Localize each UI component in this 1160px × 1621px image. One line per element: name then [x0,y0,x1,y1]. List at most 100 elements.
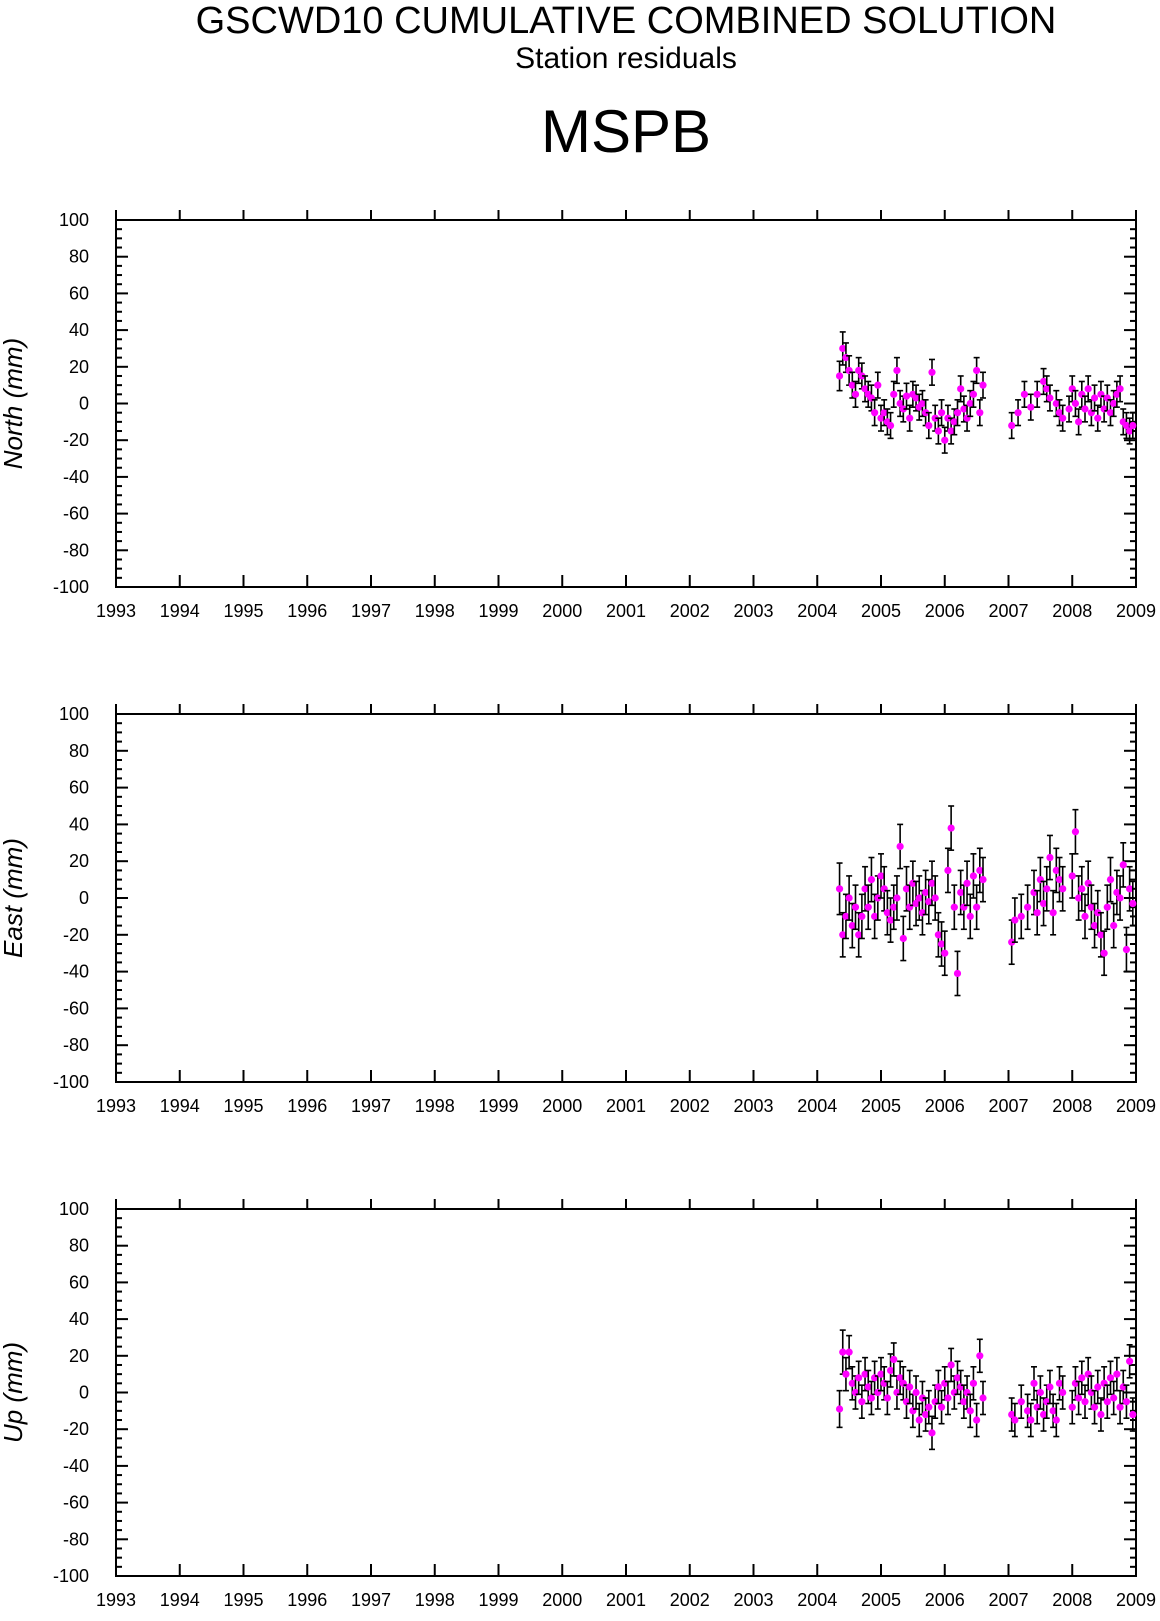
data-point [960,405,968,413]
data-point [867,1394,876,1402]
data-point [1052,866,1060,875]
data-point [931,894,939,902]
y-tick-label: 20 [69,1346,89,1366]
data-point [848,922,856,930]
data-point [1046,853,1054,862]
data-point [957,385,965,393]
data-point [1097,931,1105,939]
y-tick-label: -20 [63,430,89,450]
y-tick-label: -40 [63,962,89,982]
data-point [839,1348,847,1356]
data-point [855,1374,863,1382]
data-point [1068,872,1076,880]
data-point [1052,399,1060,408]
data-point [877,872,885,880]
data-point [1055,409,1064,417]
y-axis-label: East (mm) [0,838,28,958]
data-point [1113,888,1121,897]
data-point [890,903,898,911]
data-point [1087,903,1095,911]
y-tick-label: 40 [69,320,89,340]
data-point [944,1394,952,1402]
x-tick-label: 2006 [925,1590,965,1610]
data-point [861,885,869,893]
y-tick-label: -100 [53,577,89,597]
data-point [1043,885,1051,893]
data-point [1129,1410,1137,1419]
y-tick-label: 20 [69,357,89,377]
data-point [918,399,927,408]
data-point [937,940,946,948]
data-point [950,418,958,426]
y-axis-label: Up (mm) [0,1342,28,1443]
x-tick-label: 2002 [670,1096,710,1116]
x-tick-label: 1993 [96,601,136,621]
y-tick-label: 60 [69,283,89,303]
x-tick-label: 1997 [351,1590,391,1610]
y-tick-label: -100 [53,1566,89,1586]
x-tick-label: 2000 [542,601,582,621]
data-point [1084,385,1092,393]
data-point [855,931,863,939]
data-point [1126,1357,1134,1365]
data-point [886,1366,895,1375]
data-point [925,898,933,906]
y-tick-label: -20 [63,1419,89,1439]
data-point [937,1403,946,1411]
x-tick-label: 2002 [670,1590,710,1610]
data-point [1059,885,1067,893]
data-point [1059,414,1067,422]
data-point [925,1403,933,1411]
data-point [1055,876,1064,884]
data-point [1126,427,1134,435]
data-point [1027,403,1035,411]
data-point [947,1361,955,1369]
data-point [902,392,911,400]
data-point [947,824,955,832]
data-point [1106,876,1115,884]
y-tick-label: 100 [59,704,89,724]
data-point [973,1416,981,1424]
data-point [874,381,882,389]
data-point [953,969,962,978]
data-point [953,409,962,417]
data-point [922,1410,930,1419]
x-tick-label: 2001 [606,1590,646,1610]
data-point [858,912,866,921]
panel-north: 100 80 60 40 20 0 -20 -40 -60 -80 -100 1993 1994 1995… [0,210,1156,621]
data-point [1078,885,1086,893]
data-point [886,421,895,430]
data-point [1008,938,1016,946]
data-point [839,931,847,939]
x-tick-label: 1999 [478,601,518,621]
data-point [1094,414,1102,422]
panel-east: 100 80 60 40 20 0 -20 -40 -60 -80 -100 1993 1994 1995… [0,704,1156,1116]
x-tick-label: 1996 [287,601,327,621]
data-point [1017,1398,1025,1406]
y-tick-label: -80 [63,1529,89,1549]
y-tick-label: -60 [63,504,89,524]
data-point [1065,405,1073,413]
data-point [1075,418,1083,426]
y-tick-label: 60 [69,1272,89,1292]
data-point [1011,1416,1019,1424]
y-tick-label: -80 [63,540,89,560]
panel-up: 100 80 60 40 20 0 -20 -40 -60 -80 -100 1993 1994 1995… [0,1199,1156,1610]
data-point [893,366,901,375]
data-point [1090,922,1099,930]
y-tick-label: -100 [53,1072,89,1092]
y-tick-label: -40 [63,467,89,487]
data-point [1014,409,1022,417]
x-tick-label: 2008 [1052,601,1092,621]
data-point [1116,1403,1124,1411]
data-point [877,414,885,422]
data-point [851,903,860,911]
data-point [1122,421,1131,430]
x-tick-label: 1993 [96,1590,136,1610]
y-tick-label: 80 [69,1236,89,1256]
data-point [1033,909,1041,917]
data-point [1090,394,1099,402]
data-point [1039,377,1048,386]
data-point [1126,885,1134,893]
data-point [947,427,955,435]
